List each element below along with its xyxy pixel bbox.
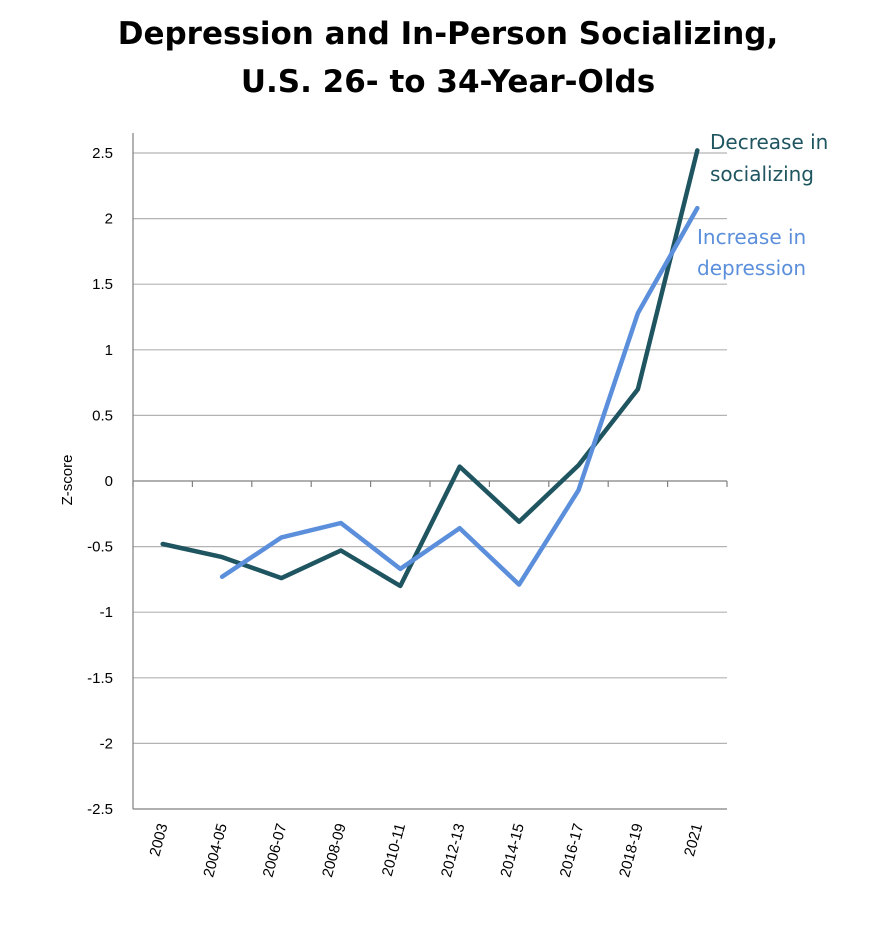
y-tick-label: 0 [105, 473, 113, 490]
series-labels: Decrease in socializing Increase in depr… [697, 130, 828, 280]
x-tick-label: 2014-15 [497, 822, 528, 880]
series-line-socializing [160, 148, 700, 589]
x-tick-label: 2010-11 [379, 822, 409, 878]
series-label-socializing-line-1: Decrease in [710, 130, 828, 154]
x-tick-label: 2004-05 [200, 822, 231, 880]
x-tick-label: 2006-07 [260, 822, 291, 880]
series-label-socializing-line-2: socializing [710, 162, 814, 186]
x-tick-label: 2012-13 [438, 822, 469, 880]
series-lines [160, 148, 700, 589]
y-tick-label: 2.5 [92, 145, 113, 162]
y-tick-labels: 2.5 2 1.5 1 0.5 0 -0.5 -1 -1.5 -2 -2.5 [87, 145, 113, 818]
gridlines [133, 152, 727, 745]
x-tick-label: 2008-09 [319, 822, 350, 880]
y-axis-label: Z-score [59, 455, 76, 506]
chart-title-line-2: U.S. 26- to 34-Year-Olds [240, 64, 656, 100]
y-tick-label: 0.5 [92, 407, 113, 424]
series-label-depression-line-1: Increase in [697, 225, 806, 249]
y-tick-label: -2.5 [87, 801, 113, 818]
y-tick-label: -2 [100, 735, 113, 752]
x-tick-label: 2018-19 [616, 822, 647, 880]
y-tick-label: 1 [105, 342, 113, 359]
x-tick-label: 2003 [147, 822, 172, 859]
x-tick-labels: 2003 2004-05 2006-07 2008-09 2010-11 2012-13 2… [147, 822, 707, 880]
y-tick-label: 2 [105, 211, 113, 228]
y-tick-label: 1.5 [92, 276, 113, 293]
y-tick-label: -1 [100, 604, 113, 621]
x-tick-label: 2021 [681, 822, 706, 859]
chart-title-line-1: Depression and In-Person Socializing, [117, 16, 779, 52]
y-tick-label: -1.5 [87, 670, 113, 687]
x-tick-label: 2016-17 [557, 822, 588, 880]
series-line-depression [219, 205, 700, 587]
chart-title: Depression and In-Person Socializing, U.… [0, 10, 896, 106]
axes [132, 133, 728, 810]
series-label-depression-line-2: depression [697, 256, 806, 280]
y-tick-label: -0.5 [87, 539, 113, 556]
